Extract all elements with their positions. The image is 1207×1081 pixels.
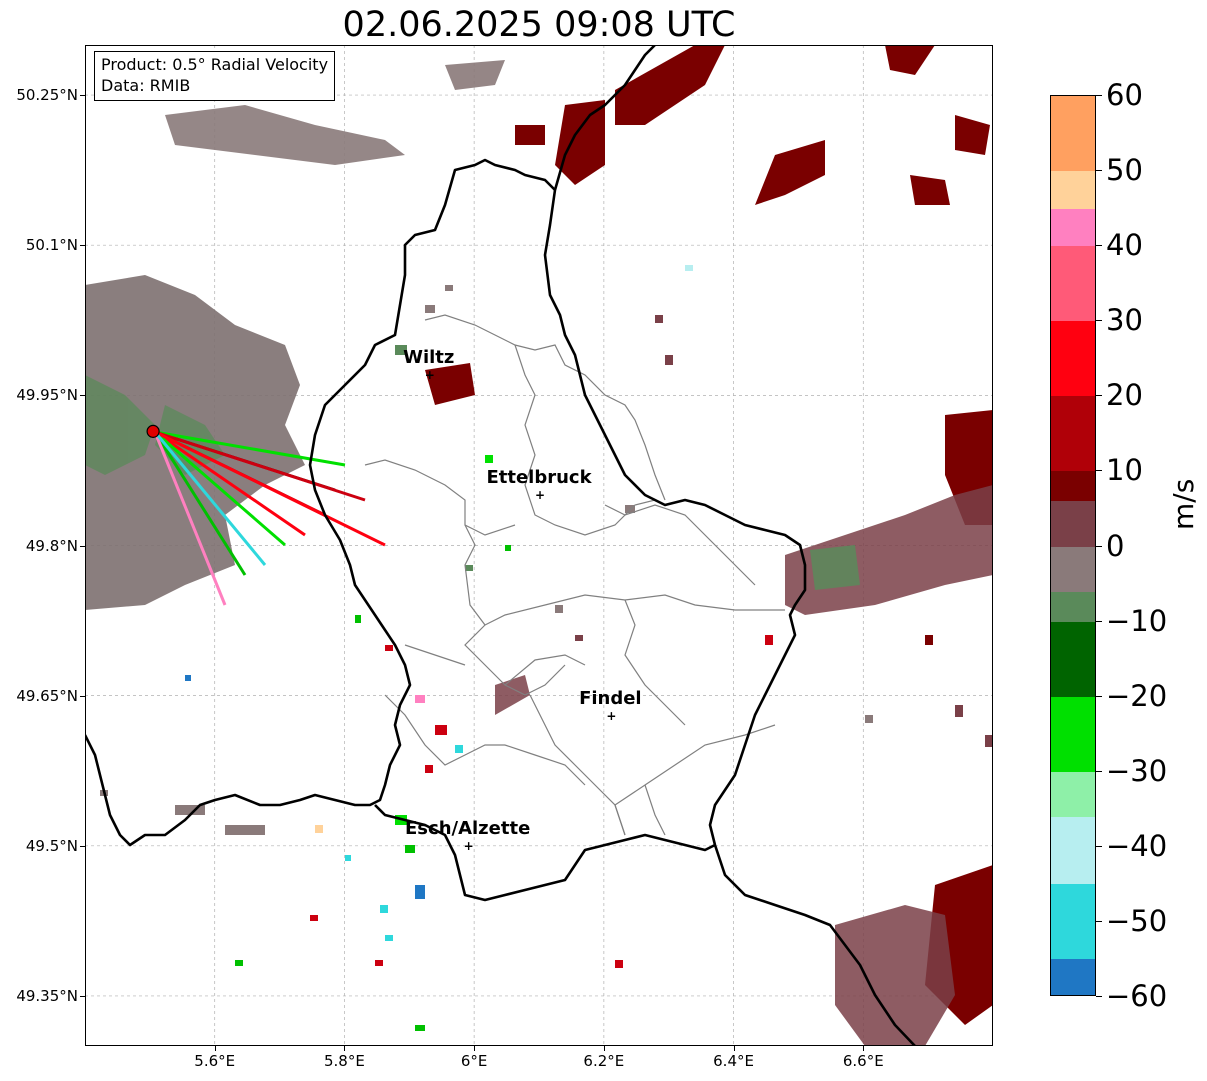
colorbar-tick-label: 30 — [1106, 303, 1143, 338]
lat-tick — [80, 95, 85, 97]
colorbar-tick-label: −20 — [1106, 678, 1168, 713]
colorbar-tick-label: −60 — [1106, 979, 1168, 1013]
colorbar-segment — [1051, 171, 1095, 210]
lat-tick-label: 49.5°N — [25, 836, 78, 855]
lat-tick — [80, 995, 85, 997]
radar-echoes — [85, 45, 993, 1046]
colorbar-segment — [1051, 621, 1095, 698]
colorbar-segment — [1051, 546, 1095, 593]
lat-tick — [80, 395, 85, 397]
colorbar-tick — [1096, 95, 1102, 96]
lat-tick-label: 50.1°N — [25, 236, 78, 255]
colorbar-segment — [1051, 959, 1095, 995]
colorbar-tick — [1096, 395, 1102, 397]
lon-tick — [214, 1046, 216, 1051]
colorbar-tick-label: 40 — [1106, 228, 1143, 263]
lon-tick-label: 6.4°E — [713, 1052, 754, 1070]
lat-tick-label: 49.35°N — [16, 986, 78, 1005]
echo-east-green — [810, 545, 860, 590]
lon-tick — [863, 1046, 865, 1051]
colorbar-segment — [1051, 501, 1095, 547]
colorbar-segment — [1051, 816, 1095, 885]
colorbar-tick — [1096, 770, 1102, 772]
national-borders — [85, 45, 916, 1046]
colorbar-segment — [1051, 321, 1095, 397]
city-marker-icon: + — [535, 488, 546, 503]
colorbar-tick-label: 10 — [1106, 453, 1143, 488]
colorbar-segment — [1051, 396, 1095, 472]
echo-north-band — [165, 60, 505, 165]
colorbar-segment — [1051, 696, 1095, 773]
echo-radial-streaks — [153, 430, 386, 606]
lat-tick-label: 50.25°N — [16, 86, 78, 105]
colorbar-tick-label: −30 — [1106, 753, 1168, 788]
lon-tick-label: 6.2°E — [583, 1052, 625, 1070]
city-marker-icon: + — [606, 708, 617, 723]
colorbar-unit-label: m/s — [1167, 478, 1200, 530]
colorbar-tick-label: −40 — [1106, 828, 1168, 863]
lat-tick — [80, 695, 85, 697]
lon-tick-label: 6°E — [460, 1052, 488, 1070]
chart-title: 02.06.2025 09:08 UTC — [342, 5, 736, 45]
city-label: Findel — [579, 687, 642, 709]
colorbar-tick-label: 0 — [1106, 528, 1125, 563]
radar-map-canvas — [85, 45, 993, 1046]
colorbar-segment — [1051, 471, 1095, 502]
lat-tick-label: 49.95°N — [16, 386, 78, 405]
colorbar-tick — [1096, 920, 1102, 922]
colorbar-tick — [1096, 470, 1102, 472]
lon-tick — [474, 1046, 476, 1051]
lon-tick-label: 5.8°E — [324, 1052, 365, 1070]
city-marker-icon: + — [424, 368, 435, 383]
city-label: Wiltz — [403, 347, 455, 369]
colorbar — [1050, 95, 1096, 996]
colorbar-tick-label: −50 — [1106, 903, 1168, 938]
colorbar-tick — [1096, 170, 1102, 172]
product-info-box: Product: 0.5° Radial Velocity Data: RMIB — [94, 51, 336, 101]
colorbar-tick — [1096, 996, 1102, 997]
lon-tick-label: 5.6°E — [194, 1052, 236, 1070]
colorbar-segment — [1051, 208, 1095, 247]
colorbar-segment — [1051, 884, 1095, 960]
colorbar-tick — [1096, 620, 1102, 622]
city-marker-icon: + — [463, 838, 474, 853]
colorbar-tick — [1096, 245, 1102, 247]
colorbar-tick-label: 50 — [1106, 153, 1143, 188]
city-label: Ettelbruck — [486, 467, 592, 489]
lon-tick — [344, 1046, 346, 1051]
canton-borders — [364, 314, 785, 836]
radar-map[interactable] — [85, 45, 993, 1046]
lon-tick — [603, 1046, 605, 1051]
colorbar-tick — [1096, 320, 1102, 322]
echo-east-band — [495, 485, 993, 1046]
lon-tick-label: 6.6°E — [842, 1052, 884, 1070]
radar-site-marker[interactable] — [146, 424, 160, 438]
lat-tick-label: 49.8°N — [25, 536, 78, 555]
colorbar-tick-label: 60 — [1106, 78, 1143, 112]
lat-tick — [80, 845, 85, 847]
echo-ne-maroon — [425, 45, 993, 1025]
city-label: Esch/Alzette — [405, 817, 531, 839]
colorbar-tick-label: −10 — [1106, 603, 1168, 638]
colorbar-segment — [1051, 96, 1095, 172]
product-label: Product: 0.5° Radial Velocity — [101, 55, 329, 74]
colorbar-tick-label: 20 — [1106, 378, 1143, 413]
colorbar-tick — [1096, 695, 1102, 697]
colorbar-tick — [1096, 845, 1102, 847]
colorbar-segment — [1051, 591, 1095, 623]
lat-tick — [80, 545, 85, 547]
colorbar-segment — [1051, 246, 1095, 322]
lat-tick-label: 49.65°N — [16, 686, 78, 705]
colorbar-segment — [1051, 771, 1095, 818]
data-source-label: Data: RMIB — [101, 76, 191, 95]
lat-tick — [80, 245, 85, 247]
colorbar-tick — [1096, 545, 1102, 547]
lon-tick — [733, 1046, 735, 1051]
